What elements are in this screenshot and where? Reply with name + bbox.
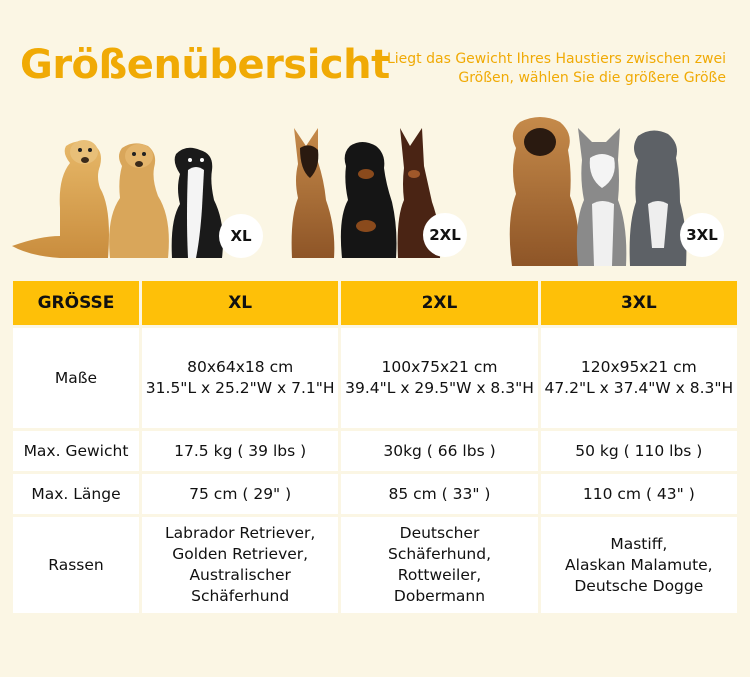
size-badge-2xl: 2XL xyxy=(429,226,461,244)
header-xl: XL xyxy=(142,281,339,325)
dog-border-collie-icon xyxy=(171,147,223,258)
cell-dimensions-xl: 80x64x18 cm 31.5"L x 25.2"W x 7.1"H xyxy=(142,328,339,428)
table-row: Rassen Labrador Retriever, Golden Retriev… xyxy=(13,517,737,613)
cell-breeds-2xl: Deutscher Schäferhund, Rottweiler, Doberman… xyxy=(341,517,538,613)
size-chart-table: GRÖSSE XL 2XL 3XL Maße 80x64x18 cm 31.5"L… xyxy=(10,278,740,616)
header-3xl: 3XL xyxy=(540,281,737,325)
table-row: Max. Länge 75 cm ( 29" ) 85 cm ( 33" ) 1… xyxy=(13,474,737,514)
dog-german-shepherd-icon xyxy=(291,128,335,258)
dog-rottweiler-icon xyxy=(340,142,397,258)
cell-breeds-xl: Labrador Retriever, Golden Retriever, Aust… xyxy=(142,517,339,613)
cell-weight-xl: 17.5 kg ( 39 lbs ) xyxy=(142,431,339,471)
table-row: Maße 80x64x18 cm 31.5"L x 25.2"W x 7.1"H … xyxy=(13,328,737,428)
cell-breeds-3xl: Mastiff, Alaskan Malamute, Deutsche Dogge xyxy=(540,517,737,613)
header-2xl: 2XL xyxy=(341,281,538,325)
cell-weight-3xl: 50 kg ( 110 lbs ) xyxy=(540,431,737,471)
row-label-max-weight: Max. Gewicht xyxy=(13,431,139,471)
dog-alaskan-malamute-icon xyxy=(576,128,627,266)
dog-golden-retriever-icon xyxy=(109,143,169,258)
cell-length-xl: 75 cm ( 29" ) xyxy=(142,474,339,514)
cell-weight-2xl: 30kg ( 66 lbs ) xyxy=(341,431,538,471)
cell-length-3xl: 110 cm ( 43" ) xyxy=(540,474,737,514)
row-label-max-length: Max. Länge xyxy=(13,474,139,514)
cell-length-2xl: 85 cm ( 33" ) xyxy=(341,474,538,514)
page-title: Größenübersicht xyxy=(20,42,390,88)
header-size: GRÖSSE xyxy=(13,281,139,325)
size-badge-3xl: 3XL xyxy=(686,226,718,244)
table-header-row: GRÖSSE XL 2XL 3XL xyxy=(13,281,737,325)
dog-great-dane-icon xyxy=(629,130,687,266)
dog-mastiff-icon xyxy=(509,117,579,266)
row-label-dimensions: Maße xyxy=(13,328,139,428)
row-label-breeds: Rassen xyxy=(13,517,139,613)
dog-labrador-icon xyxy=(12,140,109,258)
cell-dimensions-3xl: 120x95x21 cm 47.2"L x 37.4"W x 8.3"H xyxy=(540,328,737,428)
size-badge-xl: XL xyxy=(230,227,252,245)
page-subtitle: Liegt das Gewicht Ihres Haustiers zwisch… xyxy=(386,51,726,86)
table-row: Max. Gewicht 17.5 kg ( 39 lbs ) 30kg ( 6… xyxy=(13,431,737,471)
dog-illustrations xyxy=(12,117,724,266)
cell-dimensions-2xl: 100x75x21 cm 39.4"L x 29.5"W x 8.3"H xyxy=(341,328,538,428)
